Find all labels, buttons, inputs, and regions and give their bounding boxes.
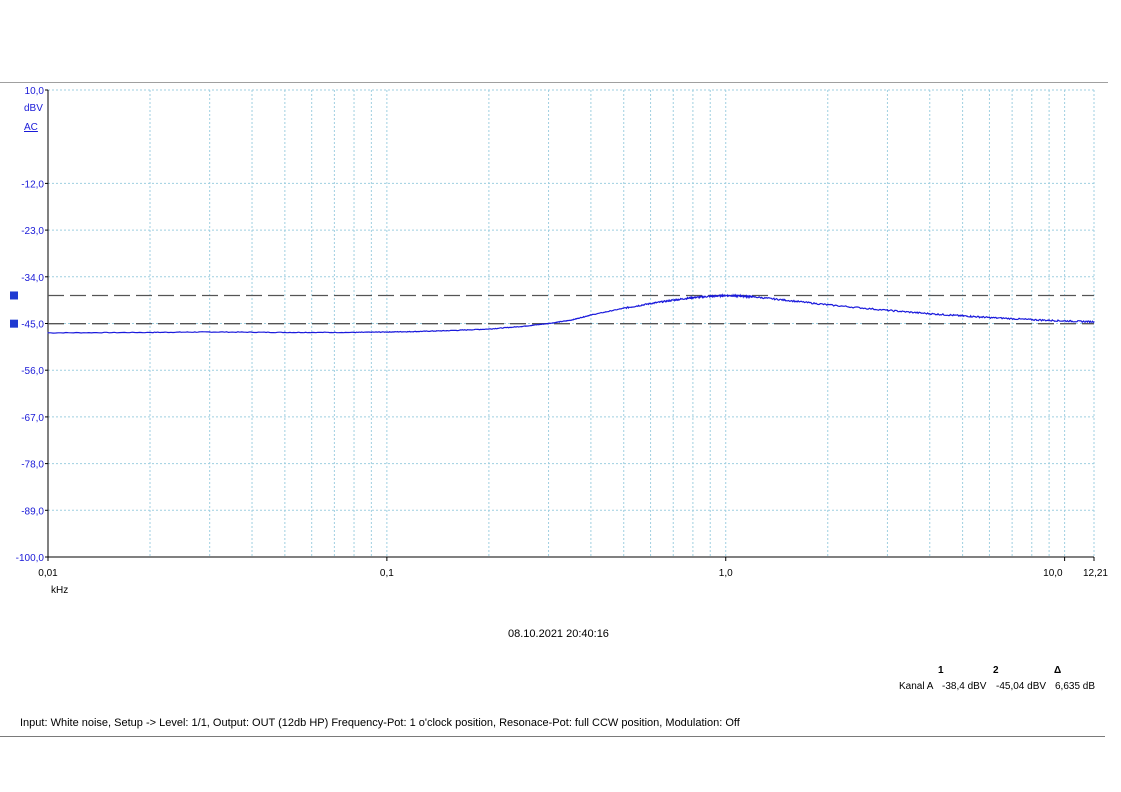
trace-point: [47, 332, 49, 334]
x-tick-label: 10,0: [1043, 568, 1063, 579]
y-tick-label: -12,0: [21, 179, 44, 190]
table-header-cursor-1: 1: [938, 665, 944, 676]
y-tick-label: -23,0: [21, 226, 44, 237]
timestamp: 08.10.2021 20:40:16: [508, 628, 609, 640]
x-tick-label: 12,21: [1083, 568, 1108, 579]
x-tick-label: 0,1: [380, 568, 394, 579]
chart-cursors[interactable]: [10, 291, 1094, 328]
trace-point: [1093, 321, 1095, 323]
table-value-delta: 6,635 dB: [1055, 681, 1096, 692]
bottom-separator: [0, 736, 1105, 737]
trace-point: [590, 314, 592, 316]
trace-point: [709, 295, 711, 297]
trace-line-1: [48, 293, 1095, 334]
table-value-cursor-1: -38,4 dBV: [942, 681, 987, 692]
y-coupling-label[interactable]: AC: [24, 122, 38, 133]
trace-point: [751, 296, 754, 298]
table-value-cursor-2: -45,04 dBV: [996, 681, 1047, 692]
trace-point: [623, 307, 625, 309]
table-header-delta: Δ: [1054, 665, 1062, 676]
y-tick-label: -56,0: [21, 366, 44, 377]
trace-point: [386, 331, 388, 333]
trace-point: [149, 331, 151, 334]
table-row-label: Kanal A: [899, 681, 934, 692]
trace-point: [284, 331, 286, 334]
trace-point: [521, 325, 523, 328]
y-unit-label: dBV: [24, 103, 43, 114]
trace-point: [784, 299, 787, 301]
trace-point: [827, 304, 829, 306]
trace-point: [962, 315, 964, 317]
chart-tick-labels: 10,0 -12,0 -23,0 -34,0 -45,0 -56,0 -67,0 -78,0 -…: [16, 86, 1109, 579]
top-separator: [0, 82, 1108, 83]
trace-point: [929, 313, 931, 315]
trace-point: [547, 322, 550, 325]
trace-point: [488, 328, 490, 330]
x-tick-label: 0,01: [38, 568, 58, 579]
trace-point: [988, 316, 991, 319]
trace-point: [672, 299, 674, 301]
x-unit-label: kHz: [51, 585, 68, 596]
y-tick-label: -100,0: [16, 553, 45, 564]
caption: Input: White noise, Setup -> Level: 1/1,…: [20, 717, 740, 729]
y-tick-label: -45,0: [21, 320, 44, 331]
y-tick-label: -78,0: [21, 460, 44, 471]
trace-point: [413, 330, 415, 333]
chart-axes: [45, 89, 1095, 561]
cursor-handle-2[interactable]: [10, 319, 18, 328]
trace-point: [725, 294, 727, 297]
y-tick-label: -67,0: [21, 413, 44, 424]
y-tick-label: 10,0: [25, 86, 45, 97]
y-tick-label: -34,0: [21, 273, 44, 284]
trace-point: [692, 297, 694, 299]
chart-traces: [47, 293, 1095, 334]
trace-point: [649, 302, 652, 305]
trace-point: [1031, 319, 1033, 321]
cursor-handle-1[interactable]: [10, 291, 18, 300]
x-tick-label: 1,0: [719, 568, 733, 579]
trace-point: [739, 295, 741, 297]
trace-point: [445, 330, 448, 332]
trace-point: [209, 331, 211, 333]
trace-point: [886, 309, 889, 311]
trace-point: [570, 319, 572, 321]
table-header-cursor-2: 2: [993, 665, 999, 676]
frequency-response-chart: 10,0 -12,0 -23,0 -34,0 -45,0 -56,0 -67,0 -78,0 -…: [10, 86, 1109, 596]
y-tick-label: -89,0: [21, 506, 44, 517]
trace-point: [1064, 320, 1066, 322]
trace-point: [353, 331, 355, 334]
